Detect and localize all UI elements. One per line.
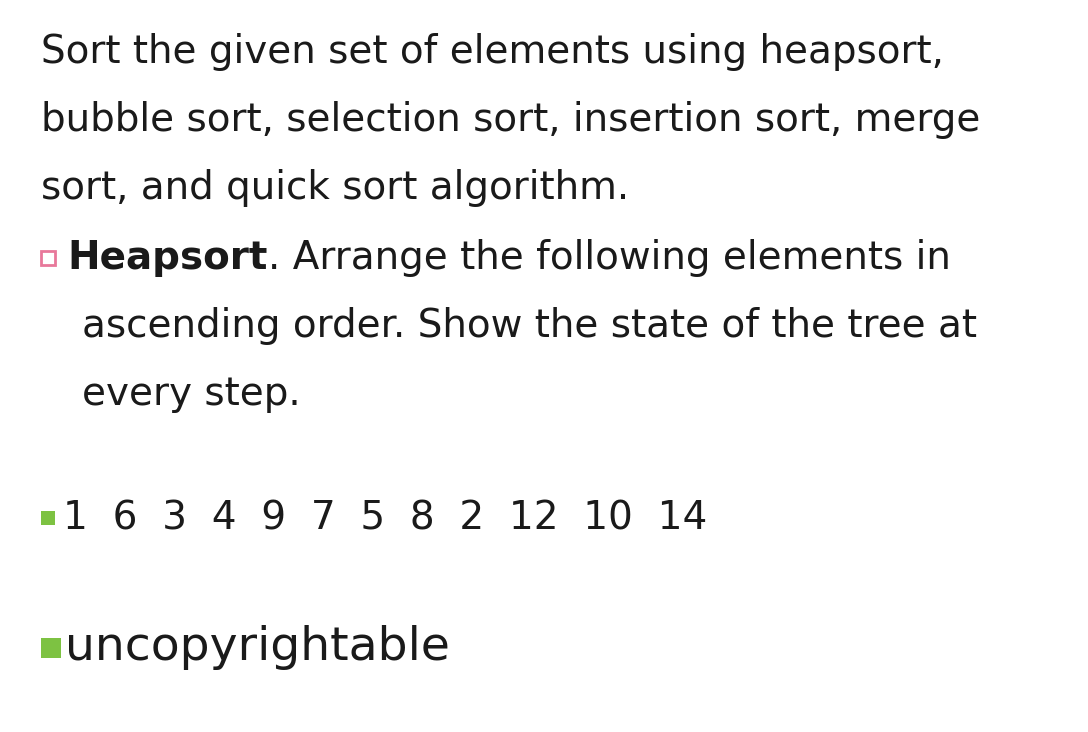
Text: bubble sort, selection sort, insertion sort, merge: bubble sort, selection sort, insertion s… (41, 101, 980, 139)
Text: uncopyrightable: uncopyrightable (65, 626, 450, 671)
Bar (41, 511, 55, 525)
Text: every step.: every step. (82, 375, 300, 413)
Text: ascending order. Show the state of the tree at: ascending order. Show the state of the t… (82, 307, 977, 345)
Text: 1  6  3  4  9  7  5  8  2  12  10  14: 1 6 3 4 9 7 5 8 2 12 10 14 (63, 499, 707, 537)
Bar (41, 638, 61, 658)
Text: Sort the given set of elements using heapsort,: Sort the given set of elements using hea… (41, 33, 944, 71)
Text: sort, and quick sort algorithm.: sort, and quick sort algorithm. (41, 169, 630, 207)
Text: . Arrange the following elements in: . Arrange the following elements in (268, 239, 951, 277)
Bar (41, 251, 55, 265)
Text: Heapsort: Heapsort (67, 239, 268, 277)
